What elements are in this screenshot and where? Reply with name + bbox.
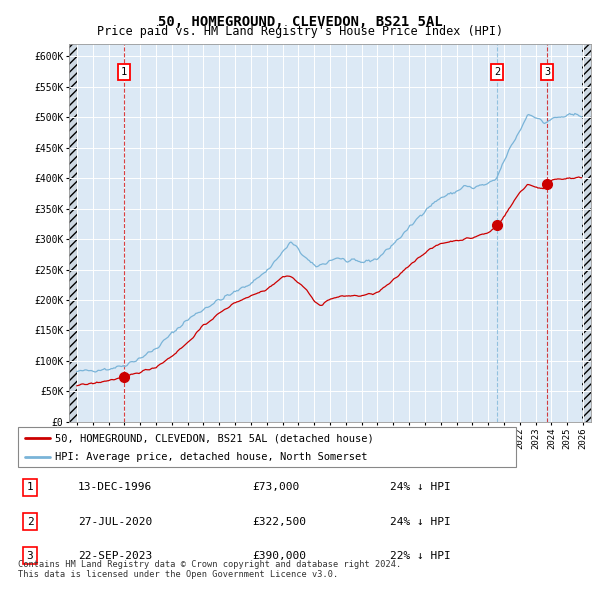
Text: HPI: Average price, detached house, North Somerset: HPI: Average price, detached house, Nort… [55, 453, 368, 462]
Text: 1: 1 [121, 67, 127, 77]
Text: Price paid vs. HM Land Registry's House Price Index (HPI): Price paid vs. HM Land Registry's House … [97, 25, 503, 38]
Text: 13-DEC-1996: 13-DEC-1996 [78, 483, 152, 492]
Text: 3: 3 [544, 67, 550, 77]
Text: 24% ↓ HPI: 24% ↓ HPI [390, 483, 451, 492]
Text: £322,500: £322,500 [252, 517, 306, 526]
Text: £390,000: £390,000 [252, 551, 306, 560]
Text: 2: 2 [494, 67, 500, 77]
Text: 50, HOMEGROUND, CLEVEDON, BS21 5AL: 50, HOMEGROUND, CLEVEDON, BS21 5AL [158, 15, 442, 29]
Text: 1: 1 [26, 483, 34, 492]
Text: 3: 3 [26, 551, 34, 560]
Text: 22% ↓ HPI: 22% ↓ HPI [390, 551, 451, 560]
Text: 22-SEP-2023: 22-SEP-2023 [78, 551, 152, 560]
Text: 2: 2 [26, 517, 34, 526]
Bar [581, 44, 591, 422]
Bar [69, 44, 77, 422]
Text: Contains HM Land Registry data © Crown copyright and database right 2024.
This d: Contains HM Land Registry data © Crown c… [18, 560, 401, 579]
Text: 27-JUL-2020: 27-JUL-2020 [78, 517, 152, 526]
Text: £73,000: £73,000 [252, 483, 299, 492]
Text: 24% ↓ HPI: 24% ↓ HPI [390, 517, 451, 526]
Text: 50, HOMEGROUND, CLEVEDON, BS21 5AL (detached house): 50, HOMEGROUND, CLEVEDON, BS21 5AL (deta… [55, 434, 374, 444]
